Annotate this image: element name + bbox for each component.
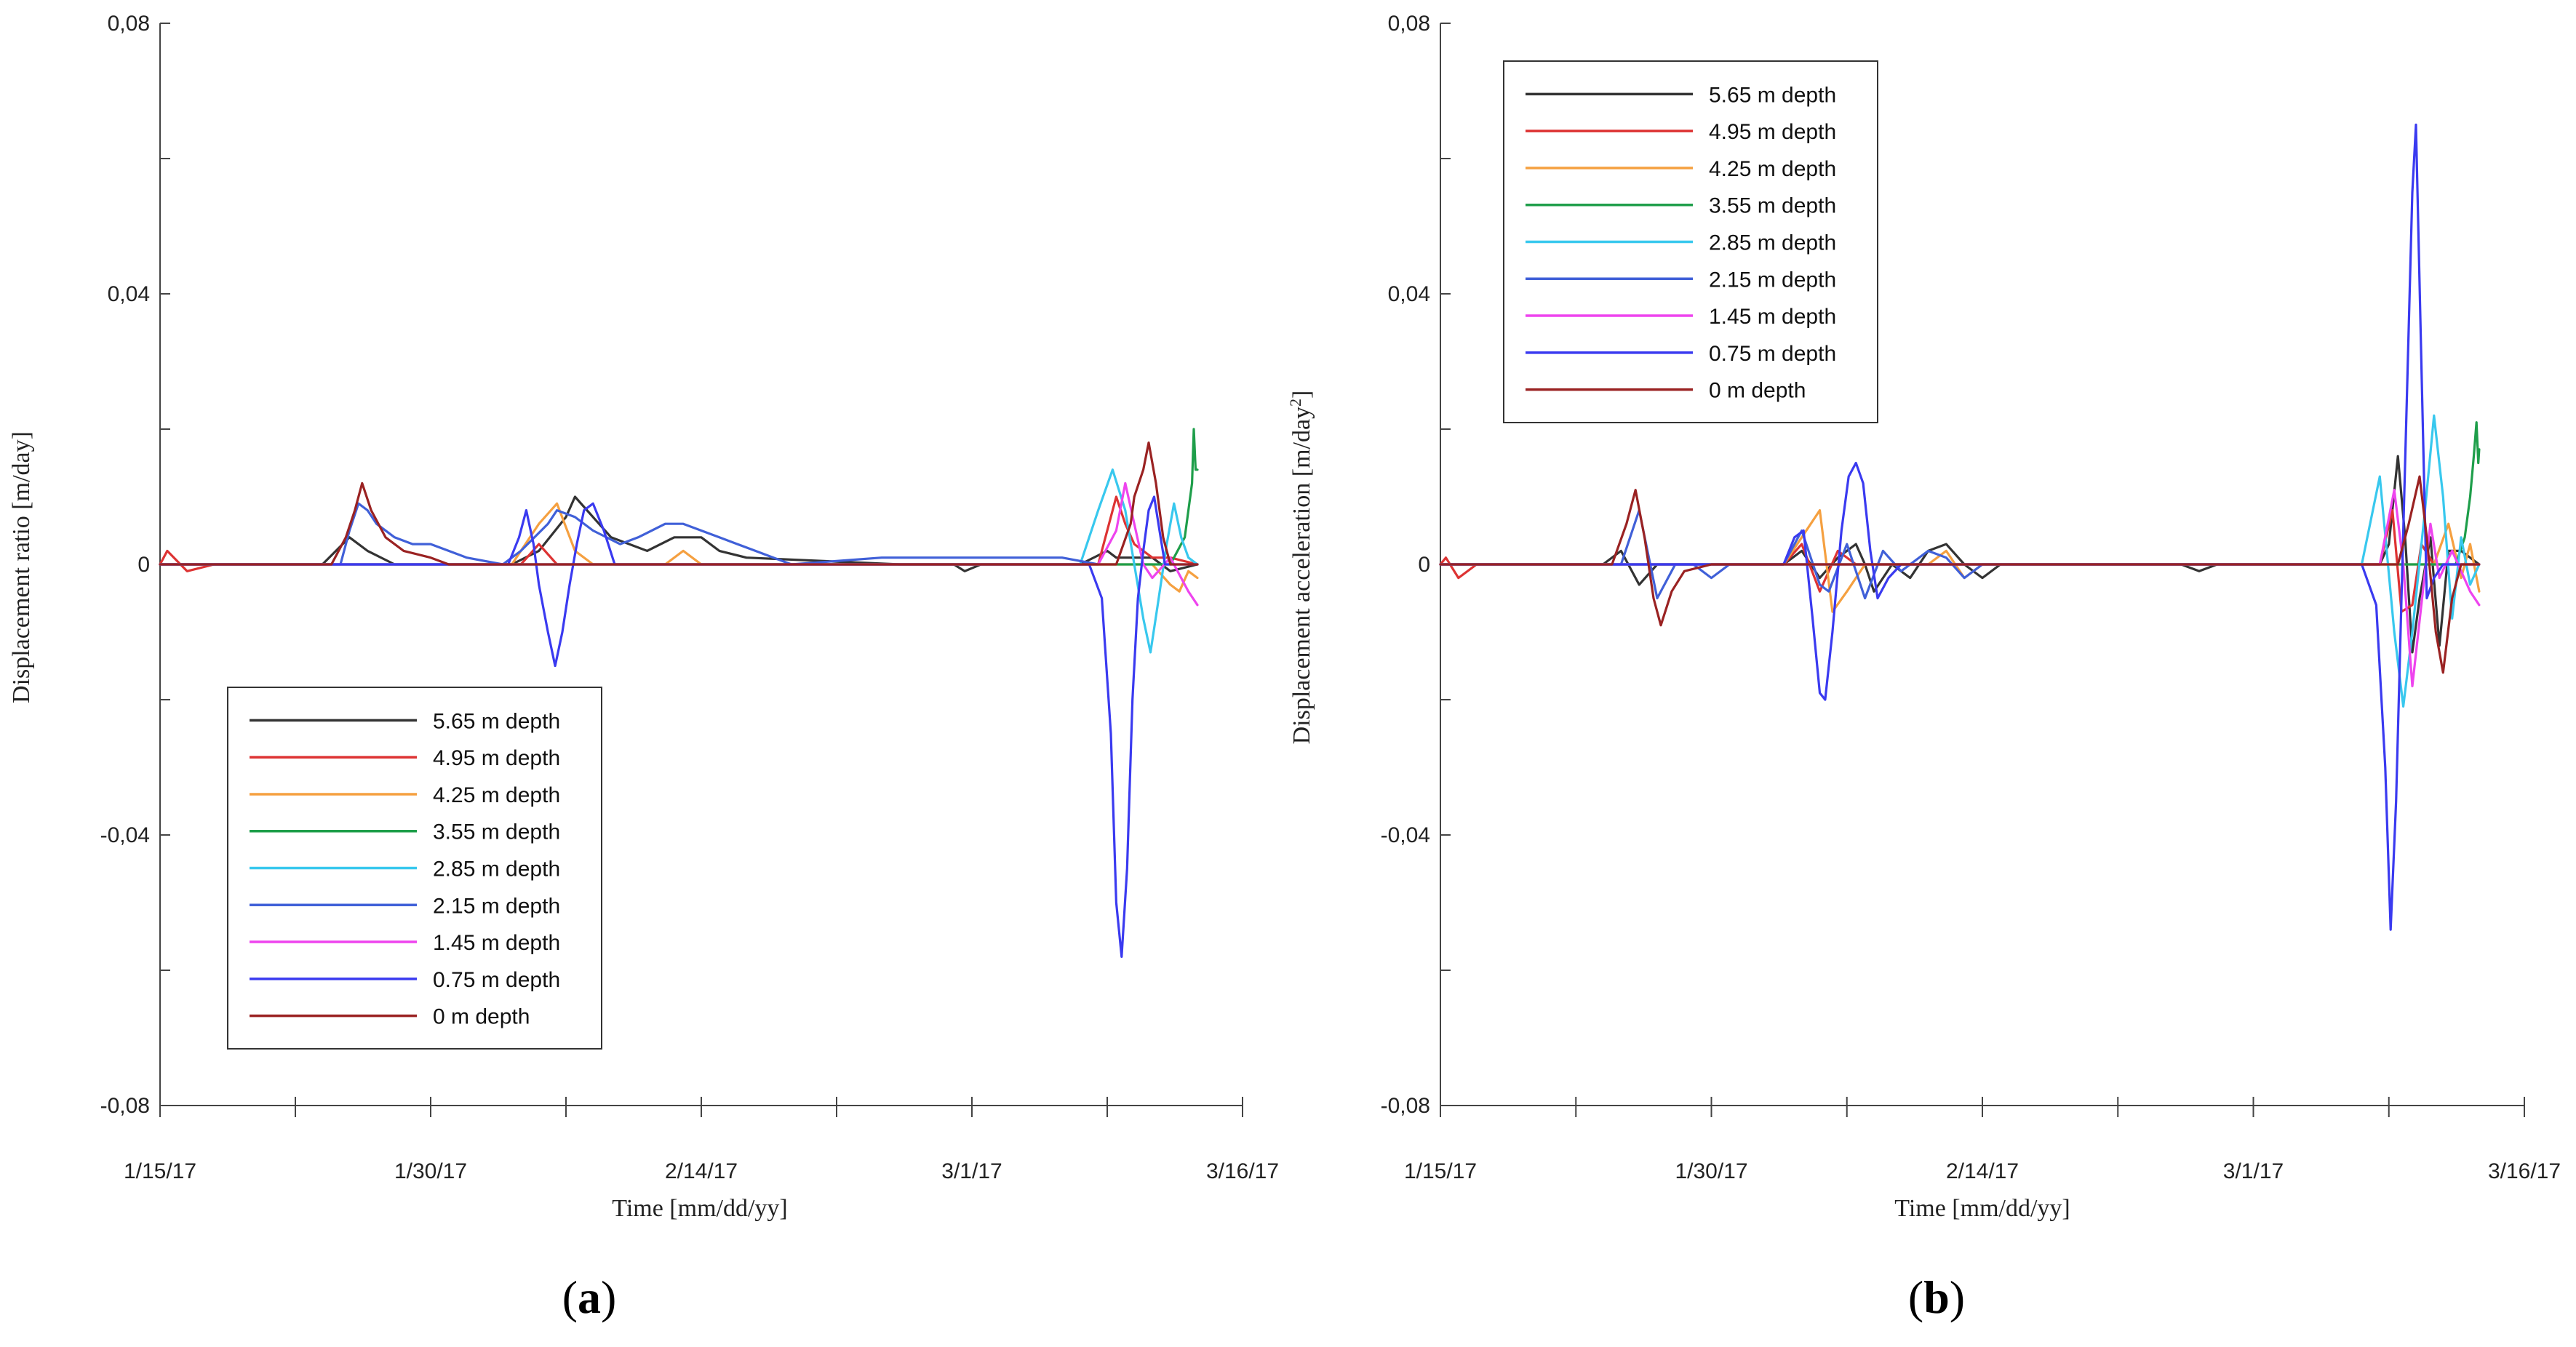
panel-a-label-close: ) — [601, 1271, 616, 1323]
panel-a-label-open: ( — [562, 1271, 578, 1323]
panel-b-y-tick-label: 0,08 — [1388, 12, 1430, 36]
panel-b-legend-label: 5.65 m depth — [1709, 83, 1836, 107]
panel-a-x-tick-label: 1/15/17 — [124, 1159, 196, 1183]
panel-b-x-tick-label: 3/1/17 — [2223, 1159, 2284, 1183]
panel-b: Time [mm/dd/yy] Displacement acceleratio… — [1286, 12, 2561, 1323]
panel-b-legend-label: 3.55 m depth — [1709, 194, 1836, 218]
panel-a-legend-label: 4.95 m depth — [433, 746, 560, 770]
panel-b-y-tick-label: 0 — [1418, 553, 1430, 577]
panel-b-label-close: ) — [1950, 1271, 1965, 1323]
panel-a-series-0-m-depth — [159, 441, 1199, 566]
panel-a-x-tick-label: 3/16/17 — [1206, 1159, 1279, 1183]
panel-b-xlabel: Time [mm/dd/yy] — [1894, 1195, 2070, 1222]
panel-b-label-letter: b — [1923, 1271, 1950, 1323]
panel-b-series-2-15-m-depth — [1439, 509, 2381, 600]
panel-b-label-open: ( — [1908, 1271, 1923, 1323]
panel-a-legend: 5.65 m depth 4.95 m depth 4.25 m depth 3.55… — [227, 687, 602, 1050]
panel-a-legend-label: 1.45 m depth — [433, 931, 560, 955]
panel-a-series-3-55-m-depth — [159, 428, 1199, 566]
panel-b-label: (b) — [1908, 1271, 1965, 1323]
panel-b-series-3-55-m-depth — [1439, 421, 2481, 566]
panel-a-label: (a) — [562, 1271, 617, 1323]
panel-b-x-tick-label: 3/16/17 — [2488, 1159, 2561, 1183]
panel-a-y-tick-label: 0 — [137, 553, 150, 577]
panel-b-series-0-m-depth — [1439, 475, 2481, 674]
panel-a-series-2-85-m-depth — [159, 468, 1199, 654]
panel-a-ylabel-main: Displacement ratio [m/day] — [8, 431, 35, 703]
panel-b-ylabel: Displacement acceleration [m/day2] — [1286, 391, 1316, 745]
panel-b-series-4-95-m-depth — [1439, 509, 2481, 613]
panel-b-y-tick-label: -0,04 — [1381, 823, 1430, 847]
panel-b-ylabel-main: Displacement acceleration [m/day — [1288, 407, 1315, 744]
panel-a-series-1-45-m-depth — [159, 481, 1199, 607]
panel-a-y-tick-label: 0,08 — [108, 12, 150, 36]
panel-b-ylabel-close: ] — [1288, 391, 1315, 399]
panel-a-xlabel: Time [mm/dd/yy] — [612, 1195, 788, 1222]
panel-b-series-4-25-m-depth — [1439, 509, 2481, 613]
panel-a-legend-label: 4.25 m depth — [433, 783, 560, 807]
panel-a-x-tick-label: 3/1/17 — [941, 1159, 1002, 1183]
panel-b-legend-label: 4.95 m depth — [1709, 120, 1836, 144]
panel-a-ylabel: Displacement ratio [m/day] — [8, 431, 35, 703]
panel-b-legend-label: 2.15 m depth — [1709, 268, 1836, 292]
panel-a-legend-label: 0.75 m depth — [433, 968, 560, 992]
panel-b-legend-label: 0.75 m depth — [1709, 342, 1836, 366]
panel-b-legend-label: 4.25 m depth — [1709, 157, 1836, 181]
panel-a-legend-label: 5.65 m depth — [433, 709, 560, 733]
panel-b-legend-label: 0 m depth — [1709, 379, 1806, 403]
panel-a-series-4-25-m-depth — [159, 502, 1199, 593]
panel-a-y-tick-label: 0,04 — [108, 282, 150, 306]
panel-b-legend-label: 1.45 m depth — [1709, 305, 1836, 329]
panel-b-legend-label: 2.85 m depth — [1709, 231, 1836, 255]
panel-b-y-tick-label: 0,04 — [1388, 282, 1430, 306]
panel-a-legend-label: 0 m depth — [433, 1005, 530, 1029]
panel-a-legend-label: 2.85 m depth — [433, 858, 560, 882]
panel-a-y-tick-label: -0,04 — [100, 823, 150, 847]
panel-b-ylabel-sup: 2 — [1286, 399, 1304, 407]
panel-a: Time [mm/dd/yy] Displacement ratio [m/da… — [8, 12, 1279, 1323]
panel-b-legend: 5.65 m depth 4.95 m depth 4.25 m depth 3.55… — [1503, 60, 1878, 423]
panel-b-x-tick-label: 1/15/17 — [1404, 1159, 1477, 1183]
panel-b-y-tick-label: -0,08 — [1381, 1094, 1430, 1118]
panel-b-x-tick-label: 1/30/17 — [1675, 1159, 1747, 1183]
panel-a-legend-label: 2.15 m depth — [433, 894, 560, 918]
panel-b-x-tick-label: 2/14/17 — [1946, 1159, 2019, 1183]
panel-a-legend-label: 3.55 m depth — [433, 820, 560, 844]
panel-a-x-tick-label: 1/30/17 — [394, 1159, 467, 1183]
panel-a-x-tick-label: 2/14/17 — [665, 1159, 738, 1183]
panel-b-series-0-75-m-depth — [1439, 123, 2481, 931]
panel-a-series-2-15-m-depth — [159, 502, 1100, 566]
panel-a-label-letter: a — [578, 1271, 601, 1323]
panel-a-y-tick-label: -0,08 — [100, 1094, 150, 1118]
